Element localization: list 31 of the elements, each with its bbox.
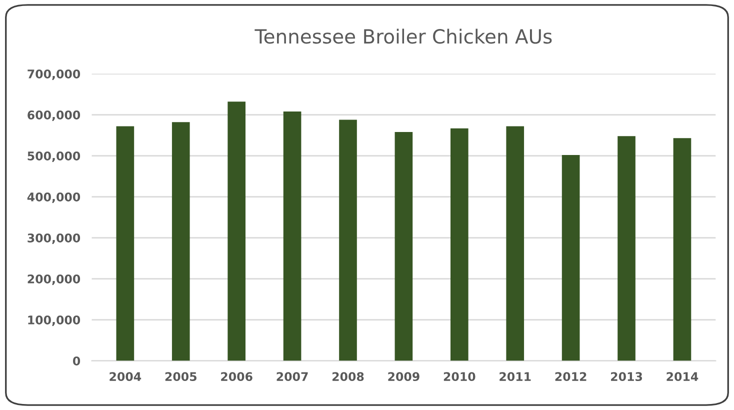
y-tick-label: 500,000 [28, 152, 80, 162]
x-tick-label: 2005 [165, 372, 196, 382]
bar [228, 102, 246, 361]
y-tick-label: 400,000 [27, 192, 80, 203]
x-tick-label: 2008 [332, 372, 364, 382]
x-tick-label: 2014 [666, 372, 698, 382]
y-tick-label: 300,000 [28, 234, 80, 244]
y-tick-label: 700,000 [28, 70, 80, 80]
bar [562, 154, 580, 361]
x-tick-label: 2011 [500, 372, 531, 382]
x-tick-label: 2006 [221, 372, 252, 382]
bar [283, 112, 302, 361]
bar [116, 126, 134, 361]
bar [506, 126, 524, 361]
x-tick-label: 2013 [611, 372, 642, 382]
bar [394, 132, 413, 361]
y-tick-label: 600,000 [28, 110, 80, 121]
bar [450, 128, 468, 361]
x-tick-label: 2004 [110, 372, 142, 382]
x-tick-label: 2009 [388, 372, 420, 382]
y-tick-label: 200,000 [28, 274, 80, 285]
chart-title: Tennessee Broiler Chicken AUs [254, 28, 552, 44]
x-tick-label: 2007 [276, 372, 308, 382]
x-tick-label: 2012 [555, 372, 586, 382]
bar [673, 138, 692, 361]
y-tick-label: 0 [72, 356, 80, 366]
bar [618, 136, 636, 361]
bar [339, 120, 357, 361]
x-tick-label: 2010 [444, 372, 476, 382]
bar [172, 122, 190, 361]
y-tick-label: 100,000 [28, 316, 80, 326]
